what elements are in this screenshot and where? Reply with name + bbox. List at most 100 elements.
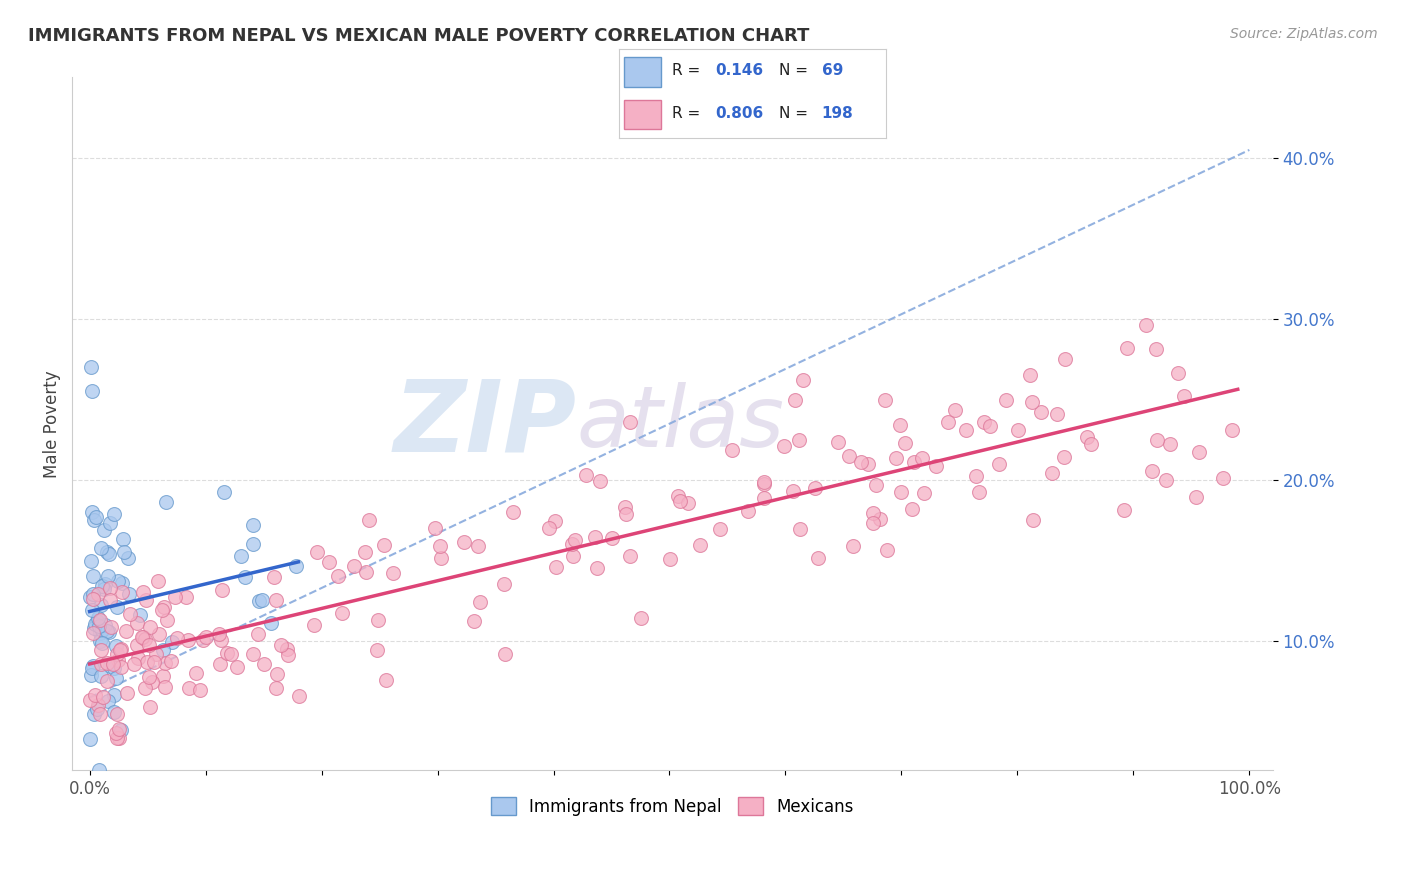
Point — [1154, 474, 1177, 488]
Point — [1040, 466, 1063, 480]
Text: atlas: atlas — [576, 382, 785, 466]
Point — [98, 581, 121, 595]
Point — [326, 569, 349, 583]
Point — [1135, 318, 1157, 332]
Point — [80, 505, 103, 519]
Point — [890, 485, 912, 500]
Point — [105, 731, 128, 745]
Point — [827, 435, 849, 450]
Text: 198: 198 — [821, 106, 853, 120]
Point — [263, 570, 285, 584]
Point — [83, 621, 105, 635]
Point — [86, 614, 108, 628]
Point — [80, 661, 103, 675]
Point — [111, 584, 134, 599]
Point — [83, 688, 105, 702]
Point — [89, 707, 111, 722]
Point — [423, 521, 446, 535]
Point — [807, 550, 830, 565]
Point — [118, 607, 141, 621]
Point — [80, 360, 103, 375]
Point — [955, 423, 977, 437]
Point — [94, 577, 117, 591]
Point — [97, 569, 120, 583]
Point — [250, 593, 273, 607]
Point — [156, 613, 179, 627]
Point — [669, 494, 692, 508]
Point — [894, 435, 917, 450]
Point — [430, 550, 453, 565]
Point — [138, 638, 160, 652]
Point — [125, 638, 148, 652]
Point — [1159, 436, 1181, 450]
Point — [911, 450, 934, 465]
Point — [1142, 464, 1164, 478]
Point — [87, 763, 110, 777]
Point — [105, 647, 128, 661]
Point — [79, 693, 101, 707]
Point — [342, 559, 364, 574]
Point — [967, 485, 990, 500]
Point — [353, 545, 375, 559]
Text: 69: 69 — [821, 63, 844, 78]
Text: Source: ZipAtlas.com: Source: ZipAtlas.com — [1230, 27, 1378, 41]
Point — [163, 590, 186, 604]
Point — [91, 690, 114, 705]
Point — [103, 507, 125, 521]
Point — [90, 642, 112, 657]
Point — [544, 560, 567, 574]
Point — [373, 539, 395, 553]
Point — [1173, 389, 1195, 403]
Point — [586, 561, 609, 575]
Point — [82, 659, 104, 673]
Point — [862, 507, 884, 521]
Point — [125, 615, 148, 630]
Point — [502, 506, 524, 520]
Point — [215, 646, 238, 660]
Point — [184, 665, 207, 680]
Text: ZIP: ZIP — [394, 376, 576, 472]
Point — [82, 587, 104, 601]
Point — [965, 469, 987, 483]
Point — [884, 450, 907, 465]
Point — [155, 680, 177, 694]
Point — [89, 614, 111, 628]
Point — [107, 652, 129, 666]
Point — [139, 620, 162, 634]
Point — [96, 624, 118, 638]
Point — [873, 393, 896, 408]
Point — [208, 626, 231, 640]
Point — [252, 657, 274, 671]
Point — [82, 592, 104, 607]
Point — [589, 474, 612, 488]
Point — [721, 442, 744, 457]
Point — [79, 732, 101, 747]
Point — [211, 583, 233, 598]
Point — [105, 706, 128, 721]
Point — [374, 673, 396, 687]
Point — [494, 648, 516, 662]
Point — [103, 661, 125, 675]
Point — [1114, 503, 1136, 517]
Point — [979, 419, 1001, 434]
Point — [284, 558, 307, 573]
Point — [110, 660, 132, 674]
Point — [973, 416, 995, 430]
Point — [114, 624, 136, 638]
Point — [357, 513, 380, 527]
Point — [1115, 341, 1137, 355]
Point — [96, 544, 118, 558]
Point — [152, 643, 174, 657]
Point — [305, 544, 328, 558]
Point — [494, 577, 516, 591]
Point — [276, 642, 298, 657]
Point — [174, 590, 197, 604]
Point — [754, 475, 776, 489]
Point — [148, 627, 170, 641]
Point — [1007, 423, 1029, 437]
Point — [111, 576, 134, 591]
Point — [463, 614, 485, 628]
Point — [83, 706, 105, 721]
Point — [658, 551, 681, 566]
Point — [453, 535, 475, 549]
